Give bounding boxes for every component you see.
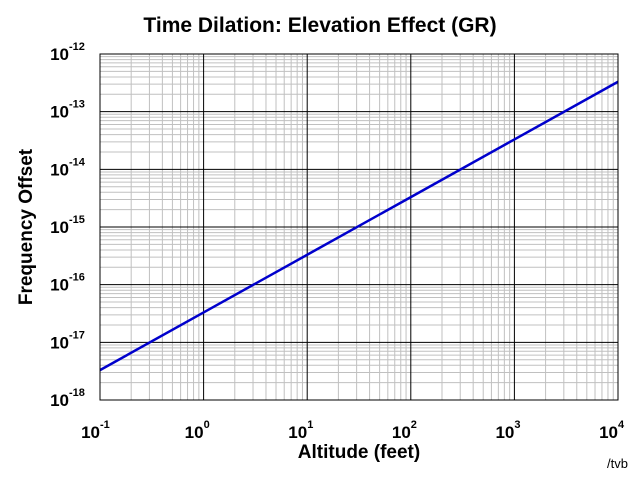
y-tick-base: 10 bbox=[50, 276, 69, 295]
y-tick-base: 10 bbox=[50, 333, 69, 352]
x-tick-base: 10 bbox=[599, 423, 618, 442]
x-tick-exponent: 4 bbox=[618, 419, 625, 431]
y-tick-label: 10 -14 bbox=[50, 156, 86, 179]
x-tick-labels: 10 -1 10 0 10 1 10 2 10 3 10 4 bbox=[81, 419, 625, 442]
y-tick-label: 10 -15 bbox=[50, 214, 85, 237]
credit-text: /tvb bbox=[607, 456, 628, 471]
series-layer bbox=[99, 80, 619, 372]
y-tick-base: 10 bbox=[50, 391, 69, 410]
x-tick-label: 10 2 bbox=[392, 419, 417, 442]
y-tick-exponent: -17 bbox=[69, 329, 85, 341]
x-tick-base: 10 bbox=[288, 423, 307, 442]
x-tick-label: 10 -1 bbox=[81, 419, 110, 442]
plot-frame bbox=[99, 53, 619, 401]
x-tick-label: 10 0 bbox=[185, 419, 210, 442]
y-axis-label: Frequency Offset bbox=[16, 148, 37, 306]
y-tick-exponent: -14 bbox=[69, 156, 86, 168]
y-tick-label: 10 -16 bbox=[50, 272, 85, 295]
x-tick-label: 10 1 bbox=[288, 419, 313, 442]
x-tick-exponent: 2 bbox=[411, 419, 417, 431]
chart-title: Time Dilation: Elevation Effect (GR) bbox=[143, 14, 497, 37]
x-tick-exponent: -1 bbox=[100, 419, 110, 431]
y-tick-exponent: -15 bbox=[69, 214, 85, 226]
x-tick-base: 10 bbox=[81, 423, 100, 442]
x-tick-exponent: 1 bbox=[307, 419, 313, 431]
x-tick-base: 10 bbox=[495, 423, 514, 442]
y-tick-base: 10 bbox=[50, 218, 69, 237]
y-tick-label: 10 -13 bbox=[50, 99, 85, 122]
x-tick-exponent: 0 bbox=[204, 419, 210, 431]
y-tick-label: 10 -12 bbox=[50, 41, 85, 64]
y-tick-base: 10 bbox=[50, 45, 69, 64]
y-tick-exponent: -13 bbox=[69, 99, 85, 111]
x-tick-exponent: 3 bbox=[514, 419, 520, 431]
y-tick-exponent: -12 bbox=[69, 41, 85, 53]
x-tick-label: 10 4 bbox=[599, 419, 625, 442]
y-tick-exponent: -16 bbox=[69, 272, 85, 284]
x-tick-base: 10 bbox=[185, 423, 204, 442]
y-tick-label: 10 -17 bbox=[50, 329, 85, 352]
x-axis-label: Altitude (feet) bbox=[297, 442, 421, 463]
y-axis-label-container: Frequency Offset bbox=[14, 54, 40, 400]
x-tick-base: 10 bbox=[392, 423, 411, 442]
x-tick-label: 10 3 bbox=[495, 419, 520, 442]
y-tick-exponent: -18 bbox=[69, 387, 85, 399]
series-line bbox=[99, 80, 619, 372]
y-tick-label: 10 -18 bbox=[50, 387, 85, 410]
y-tick-base: 10 bbox=[50, 160, 69, 179]
y-tick-base: 10 bbox=[50, 103, 69, 122]
